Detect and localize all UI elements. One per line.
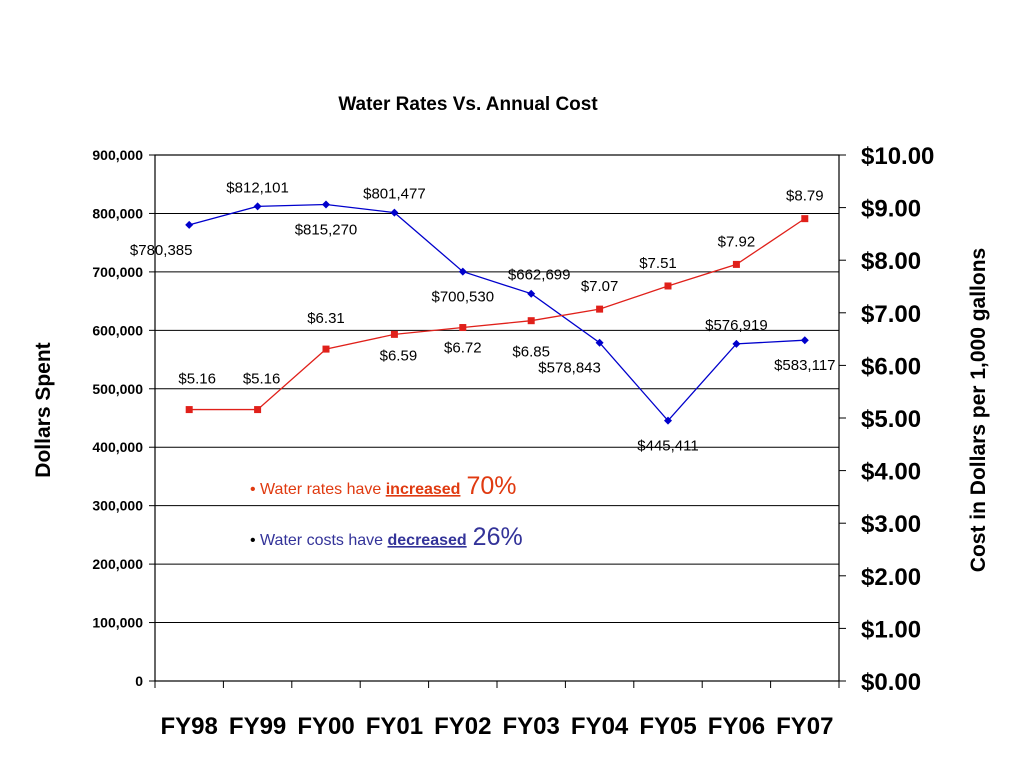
data-point (595, 338, 604, 347)
data-label: $5.16 (243, 371, 281, 388)
left-tick-label: 800,000 (92, 205, 143, 221)
x-tick-label: FY05 (639, 713, 696, 740)
x-tick-label: FY01 (366, 713, 423, 740)
left-tick-label: 400,000 (92, 439, 143, 455)
annotation-value: 26% (473, 523, 523, 551)
data-point (254, 406, 262, 414)
series-cost-per-1000: $5.16 $5.16 $6.31 $6.59 $6.72 $6.85 $7.07 $7.51… (178, 188, 824, 414)
data-label: $578,843 (538, 360, 601, 377)
left-tick-label: 900,000 (92, 147, 143, 163)
left-tick-label: 100,000 (92, 615, 143, 631)
left-axis-label: Dollars Spent (32, 342, 55, 477)
data-label: $662,699 (508, 267, 571, 284)
left-axis: 0 100,000 200,000 300,000 400,000 500,000 600,… (92, 147, 155, 689)
right-tick-label: $4.00 (861, 459, 921, 486)
annotations: • Water rates have increased 70% • Water c… (250, 472, 523, 551)
data-point (527, 317, 535, 325)
data-point (664, 282, 672, 290)
left-tick-label: 0 (135, 673, 143, 689)
right-axis-label: Cost in Dollars per 1,000 gallons (967, 248, 990, 572)
data-label: $7.92 (718, 233, 756, 250)
x-tick-label: FY99 (229, 713, 286, 740)
annotation-emphasis: increased (386, 481, 461, 498)
data-point (459, 324, 467, 332)
data-label: $700,530 (432, 289, 495, 306)
annotation-text: • Water rates have increased 70% (250, 472, 517, 500)
data-point (458, 267, 467, 276)
data-point (390, 330, 398, 338)
x-tick-label: FY07 (776, 713, 833, 740)
data-point (664, 416, 672, 425)
annotation-text: • Water costs have decreased 26% (250, 523, 523, 551)
chart-title: Water Rates Vs. Annual Cost (338, 94, 598, 115)
data-point (390, 208, 399, 217)
data-label: $780,385 (130, 242, 193, 259)
data-label: $6.72 (444, 340, 482, 357)
series-dollars-spent: $780,385 $812,101 $815,270 $801,477 $700,530… (130, 179, 836, 454)
right-tick-label: $10.00 (861, 143, 934, 170)
x-tick-label: FY00 (297, 713, 354, 740)
data-label: $5.16 (178, 371, 216, 388)
data-label: $7.51 (639, 255, 677, 272)
right-tick-label: $1.00 (861, 616, 921, 643)
data-label: $801,477 (363, 186, 426, 203)
data-label: $8.79 (786, 188, 824, 205)
series-line (189, 203, 805, 422)
x-tick-label: FY06 (708, 713, 765, 740)
data-point (596, 305, 604, 313)
x-axis: FY98 FY99 FY00 FY01 FY02 FY03 FY04 FY05 FY06 FY07 (154, 681, 840, 740)
data-label: $812,101 (226, 179, 289, 196)
data-point (185, 220, 194, 229)
grid-lines (155, 212, 839, 624)
annotation-emphasis: decreased (388, 532, 467, 549)
left-tick-label: 300,000 (92, 498, 143, 514)
x-tick-label: FY02 (434, 713, 491, 740)
annotation-body: Water costs have (260, 532, 387, 549)
data-label: $6.85 (512, 344, 550, 361)
data-point (800, 336, 809, 345)
x-tick-label: FY04 (571, 713, 629, 740)
right-axis: $0.00 $1.00 $2.00 $3.00 $4.00 $5.00 $6.00 $7.00… (839, 143, 934, 696)
data-label: $576,919 (705, 317, 768, 334)
right-tick-label: $3.00 (861, 511, 921, 538)
annotation-body: Water rates have (260, 481, 386, 498)
left-tick-label: 500,000 (92, 381, 143, 397)
right-tick-label: $7.00 (861, 301, 921, 328)
bullet: • (250, 532, 260, 549)
data-point (732, 260, 740, 268)
data-point (527, 289, 536, 298)
x-tick-label: FY98 (161, 713, 218, 740)
left-tick-label: 200,000 (92, 556, 143, 572)
right-tick-label: $5.00 (861, 406, 921, 433)
data-label: $6.59 (380, 347, 418, 364)
right-tick-label: $6.00 (861, 353, 921, 380)
right-tick-label: $0.00 (861, 669, 921, 696)
data-label: $6.31 (307, 310, 345, 327)
right-tick-label: $8.00 (861, 248, 921, 275)
data-point (322, 200, 330, 209)
series-line (189, 218, 806, 411)
left-tick-label: 700,000 (92, 264, 143, 280)
bullet: • (250, 481, 260, 498)
right-tick-label: $2.00 (861, 564, 921, 591)
annotation-value: 70% (466, 472, 516, 500)
data-point (253, 202, 262, 211)
x-tick-label: FY03 (503, 713, 560, 740)
data-point (732, 339, 741, 348)
data-label: $445,411 (637, 438, 698, 455)
left-tick-label: 600,000 (92, 322, 143, 338)
data-point (801, 215, 809, 223)
data-label: $583,117 (774, 357, 835, 374)
data-point (322, 345, 330, 353)
data-label: $7.07 (581, 278, 619, 295)
data-point (185, 406, 193, 414)
right-tick-label: $9.00 (861, 196, 921, 223)
data-label: $815,270 (295, 222, 358, 239)
